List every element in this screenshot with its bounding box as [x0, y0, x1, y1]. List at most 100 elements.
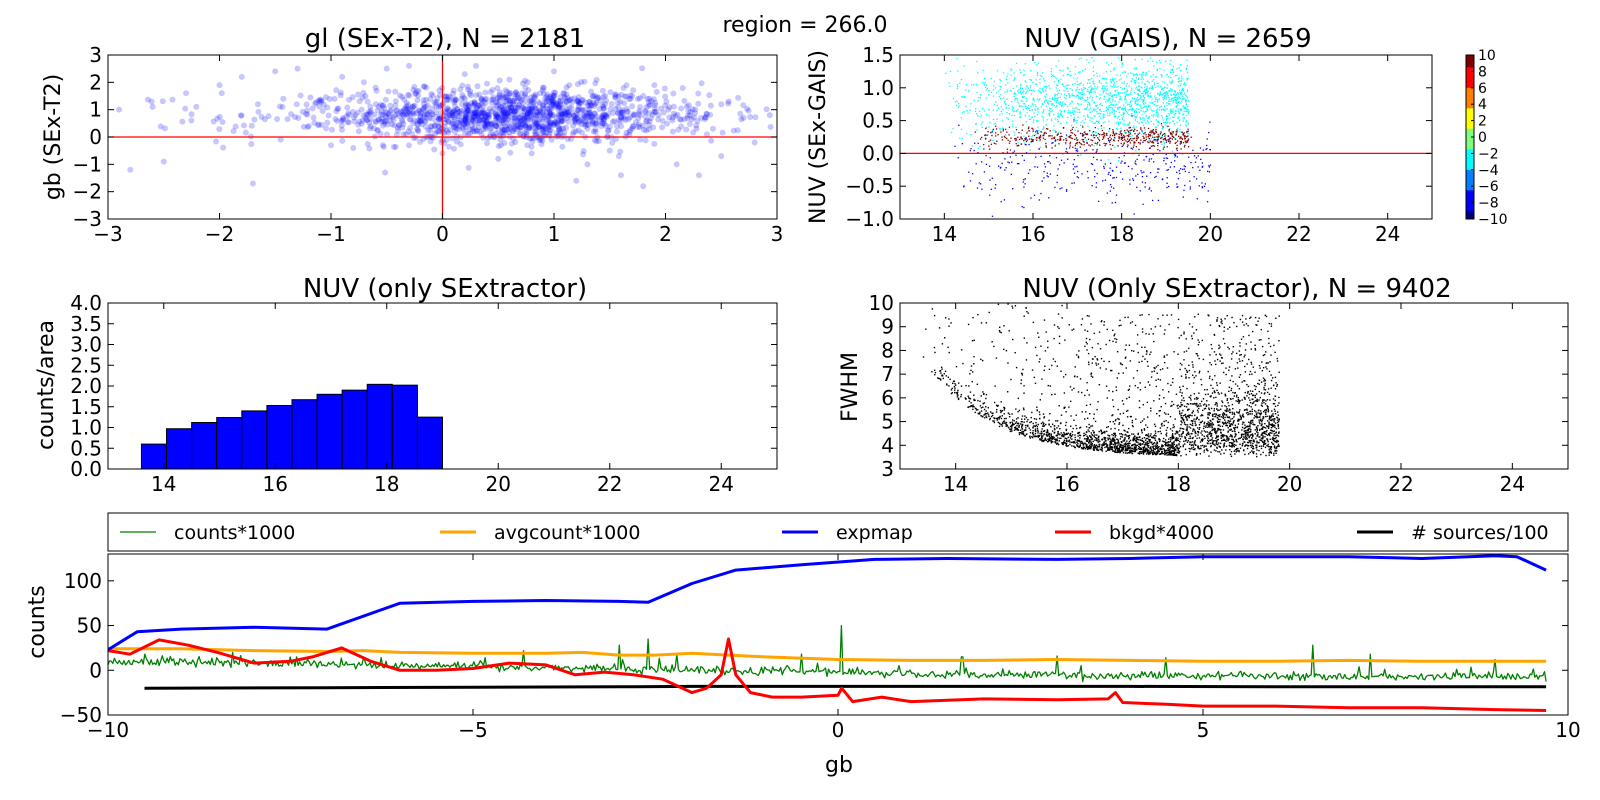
nuv-gais-point	[1169, 63, 1171, 65]
fwhm-point	[1127, 389, 1130, 391]
nuv-gais-point	[1141, 107, 1143, 110]
nuv-gais-point	[1157, 104, 1159, 107]
gl-gb-point	[636, 124, 643, 131]
fwhm-point	[1012, 419, 1014, 421]
nuv-gais-point	[994, 123, 997, 125]
gl-gb-point	[461, 115, 468, 122]
nuv-gais-point	[1133, 68, 1136, 70]
fwhm-point	[967, 395, 969, 397]
gl-gb-point	[418, 118, 425, 125]
nuv-gais-point	[996, 109, 998, 111]
nuv-gais-point	[1161, 76, 1163, 78]
nuv-gais-point	[1141, 130, 1143, 132]
gl-gb-point	[411, 102, 418, 109]
nuv-gais-point	[1101, 87, 1104, 90]
nuv-gais-point	[1068, 94, 1070, 96]
gl-gb-point	[429, 105, 436, 112]
nuv-gais-point	[1059, 101, 1061, 104]
nuv-gais-point	[1056, 100, 1058, 102]
nuv-gais-point	[1002, 130, 1004, 132]
nuv-gais-point	[1117, 160, 1120, 162]
gl-gb-point	[338, 122, 345, 129]
nuv-gais-point	[1147, 121, 1149, 124]
nuv-gais-point	[1160, 131, 1162, 133]
gl-gb-point	[420, 100, 427, 107]
nuv-gais-point	[1183, 93, 1185, 96]
nuv-gais-point	[1187, 139, 1189, 142]
nuv-gais-point	[1135, 150, 1137, 152]
nuv-gais-point	[1104, 144, 1106, 147]
nuv-gais-point	[1124, 97, 1126, 99]
gl-gb-point	[436, 91, 443, 98]
nuv-gais-point	[1050, 100, 1052, 103]
gl-gb-point	[606, 123, 613, 130]
gl-gb-point	[487, 121, 494, 128]
nuv-gais-point	[983, 84, 986, 86]
fwhm-point	[1258, 339, 1261, 341]
nuv-gais-point	[1072, 126, 1074, 129]
nuv-gais-point	[1092, 149, 1094, 151]
gl-gb-point	[350, 144, 357, 151]
nuv-gais-point	[1048, 115, 1051, 117]
nuv-gais-point	[1183, 98, 1185, 100]
nuv-gais-point	[1186, 79, 1189, 81]
nuv-gais-point	[1186, 125, 1188, 127]
gl-gb-point	[430, 134, 437, 141]
nuv-gais-point	[1174, 112, 1177, 115]
gl-gb-point	[555, 122, 562, 129]
nuv-gais-point	[1164, 133, 1166, 135]
nuv-gais-point	[1120, 142, 1122, 145]
nuv-gais-point	[1132, 179, 1135, 182]
fwhm-point	[1036, 427, 1039, 430]
fwhm-point	[1272, 418, 1274, 420]
nuv-gais-point	[1079, 97, 1082, 99]
nuv-gais-point	[1071, 137, 1073, 140]
gl-gb-point	[372, 101, 379, 108]
nuv-gais-point	[1113, 94, 1115, 97]
gl-gb-point	[473, 92, 480, 99]
gl-gb-point	[442, 108, 449, 115]
nuv-gais-point	[1003, 101, 1006, 104]
nuv-gais-point	[1040, 155, 1042, 158]
fwhm-point	[1011, 421, 1013, 423]
nuv-gais-point	[1133, 112, 1136, 114]
nuv-gais-point	[1157, 124, 1159, 127]
nuv-gais-point	[1164, 135, 1166, 137]
fwhm-point	[1237, 438, 1240, 440]
gl-gb-point	[400, 108, 407, 115]
gl-gb-point	[766, 112, 773, 119]
nuv-gais-point	[1141, 181, 1144, 183]
fwhm-point	[1187, 409, 1189, 412]
nuv-gais-point	[1127, 123, 1129, 125]
nuv-gais-point	[1060, 159, 1063, 161]
gl-gb-point	[531, 119, 538, 126]
nuv-gais-point	[1157, 100, 1159, 102]
fwhm-point	[1152, 436, 1154, 438]
gl-gb-point	[508, 104, 515, 111]
gl-gb-point	[454, 105, 461, 112]
nuv-gais-point	[1032, 130, 1034, 132]
gl-gb-point	[475, 120, 482, 127]
nuv-gais-point	[1070, 74, 1072, 77]
fwhm-point	[1194, 422, 1196, 424]
nuv-gais-point	[1079, 82, 1081, 85]
fwhm-point	[1278, 371, 1280, 373]
gl-gb-point	[465, 108, 472, 115]
nuv-gais-point	[1153, 137, 1155, 139]
gl-gb-point	[466, 111, 473, 118]
gl-gb-point	[532, 91, 539, 98]
nuv-gais-point	[977, 115, 979, 117]
nuv-gais-point	[1017, 109, 1019, 111]
nuv-gais-point	[1125, 94, 1128, 96]
gl-gb-point	[566, 104, 573, 111]
gl-gb-point	[673, 161, 680, 168]
gl-gb-point	[468, 111, 475, 118]
nuv-gais-point	[1023, 135, 1025, 137]
nuv-gais-point	[1141, 73, 1143, 75]
nuv-gais-point	[1069, 134, 1071, 137]
nuv-gais-point	[1209, 121, 1211, 123]
gl-gb-point	[415, 128, 422, 135]
gl-gb-point	[645, 126, 652, 133]
fwhm-point	[1104, 437, 1107, 439]
nuv-gais-point	[1028, 107, 1030, 109]
